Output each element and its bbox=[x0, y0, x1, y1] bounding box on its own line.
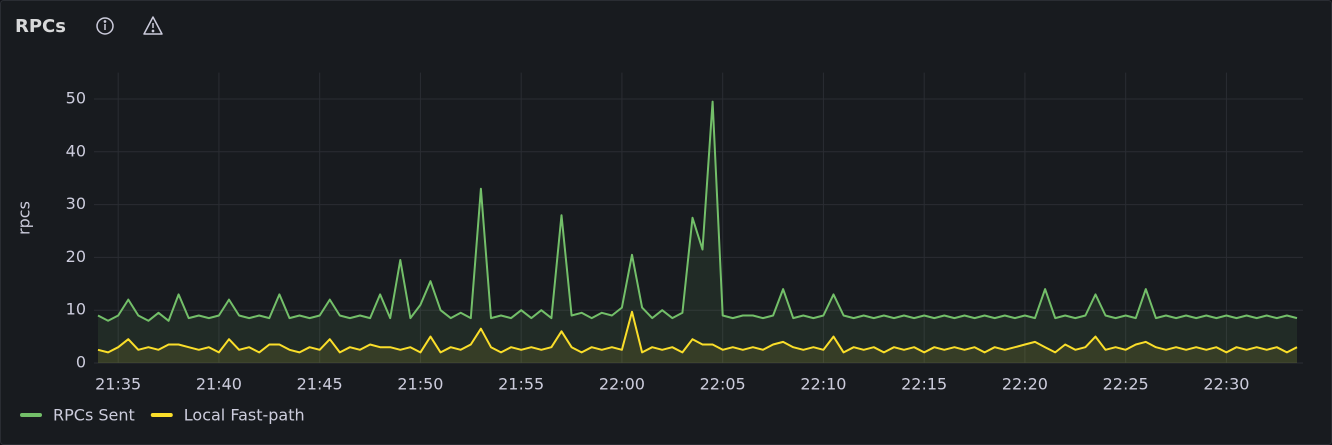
y-tick-label: 30 bbox=[66, 194, 86, 213]
y-tick-label: 10 bbox=[66, 300, 86, 319]
x-tick-label: 21:45 bbox=[297, 375, 343, 394]
y-tick-label: 40 bbox=[66, 141, 86, 160]
legend: RPCs Sent Local Fast-path bbox=[20, 406, 305, 425]
info-icon[interactable] bbox=[96, 17, 114, 35]
warning-icon[interactable] bbox=[143, 16, 163, 35]
x-tick-label: 22:30 bbox=[1203, 375, 1249, 394]
x-tick-label: 21:40 bbox=[196, 375, 242, 394]
x-tick-label: 22:25 bbox=[1103, 375, 1149, 394]
legend-label[interactable]: Local Fast-path bbox=[184, 406, 305, 425]
y-tick-label: 50 bbox=[66, 89, 86, 108]
x-tick-label: 22:20 bbox=[1002, 375, 1048, 394]
series-line bbox=[97, 100, 1298, 322]
x-tick-label: 22:15 bbox=[901, 375, 947, 394]
legend-label[interactable]: RPCs Sent bbox=[53, 406, 135, 425]
plot-area: 0 10 20 30 40 50 21:35 21:40 21:45 21:50 21:55 22:0… bbox=[66, 72, 1303, 394]
y-tick-label: 20 bbox=[66, 247, 86, 266]
x-tick-label: 21:35 bbox=[95, 375, 141, 394]
x-tick-label: 21:50 bbox=[397, 375, 443, 394]
panel-title: RPCs bbox=[15, 16, 66, 37]
x-tick-label: 22:10 bbox=[800, 375, 846, 394]
series-line bbox=[97, 310, 1298, 354]
series-area bbox=[98, 101, 1297, 363]
x-tick-label: 22:05 bbox=[700, 375, 746, 394]
x-tick-label: 22:00 bbox=[599, 375, 645, 394]
series-area bbox=[98, 311, 1297, 363]
x-tick-label: 21:55 bbox=[498, 375, 544, 394]
y-axis-label: rpcs bbox=[15, 201, 34, 235]
y-tick-label: 0 bbox=[76, 353, 86, 372]
